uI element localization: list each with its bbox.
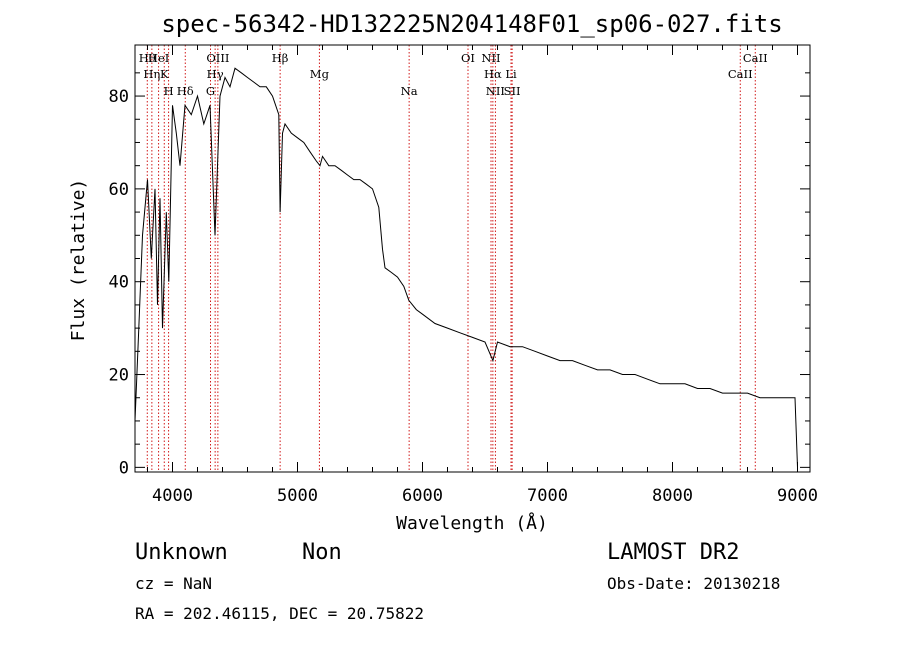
- spectral-line-label: G: [206, 84, 215, 98]
- x-tick-label: 4000: [152, 486, 193, 506]
- spectral-line-label: Na: [401, 84, 418, 98]
- spectral-line-label: Hθ: [139, 51, 156, 65]
- spectral-line-label: Hγ: [207, 67, 224, 81]
- y-axis-ticks: 0 20 40 60 80: [109, 72, 810, 478]
- redshift-text: cz = NaN: [135, 574, 212, 593]
- spectral-line-label: Hα: [484, 67, 502, 81]
- survey-name: LAMOST DR2: [607, 540, 739, 565]
- x-tick-label: 9000: [777, 486, 818, 506]
- spectral-line-label: Hη: [143, 67, 160, 81]
- object-class: Unknown: [135, 540, 228, 565]
- spectral-line-label: SII: [504, 84, 521, 98]
- y-tick-label: 0: [119, 458, 129, 478]
- x-tick-label: 5000: [277, 486, 318, 506]
- y-tick-label: 80: [109, 87, 129, 107]
- coords-text: RA = 202.46115, DEC = 20.75822: [135, 604, 424, 623]
- spectral-line-label: CaII: [728, 67, 753, 81]
- spectral-line-markers: [146, 45, 756, 472]
- x-axis-ticks: 4000 5000 6000 7000 8000 9000: [147, 45, 818, 506]
- y-axis-title: Flux (relative): [68, 179, 89, 342]
- spectral-line-label: HeI: [148, 51, 169, 65]
- spectral-line-label: K: [160, 67, 169, 81]
- spectral-line-labels: HeIHηHHθKHδOIIIHγGHβMgNaOIHαSIINIILiNIIC…: [139, 51, 768, 98]
- spectral-line-label: Mg: [310, 67, 330, 81]
- plot-frame: [134, 44, 811, 473]
- object-subclass: Non: [302, 540, 342, 565]
- spectral-line-label: NII: [481, 51, 500, 65]
- y-tick-label: 20: [109, 366, 129, 386]
- x-tick-label: 8000: [652, 486, 693, 506]
- spectral-line-label: OIII: [206, 51, 229, 65]
- x-tick-label: 7000: [527, 486, 568, 506]
- spectral-line-label: CaII: [743, 51, 768, 65]
- chart-title: spec-56342-HD132225N204148F01_sp06-027.f…: [161, 10, 782, 38]
- spectral-line-label: Hβ: [272, 51, 289, 65]
- spectral-line-label: OI: [461, 51, 475, 65]
- obs-date-text: Obs-Date: 20130218: [607, 574, 780, 593]
- y-tick-label: 60: [109, 180, 129, 200]
- spectral-line-label: Li: [505, 67, 517, 81]
- y-tick-label: 40: [109, 273, 129, 293]
- x-tick-label: 6000: [402, 486, 443, 506]
- spectral-line-label: Hδ: [177, 84, 194, 98]
- spectrum-series-line: [134, 67, 798, 468]
- x-axis-title: Wavelength (Å): [396, 512, 548, 534]
- spectral-line-label: H: [164, 84, 174, 98]
- spectral-line-label: NII: [486, 84, 505, 98]
